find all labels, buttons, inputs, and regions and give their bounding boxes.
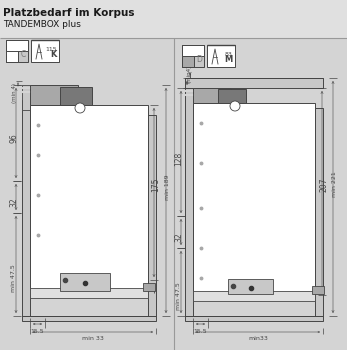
- Text: 83: 83: [225, 52, 233, 57]
- Bar: [6, 40, 28, 51]
- Text: min 47.5: min 47.5: [177, 282, 181, 310]
- Text: D: D: [196, 55, 202, 64]
- Bar: [182, 45, 204, 56]
- Bar: [193, 88, 231, 103]
- Bar: [182, 45, 194, 67]
- Bar: [193, 291, 315, 301]
- Bar: [312, 286, 324, 294]
- Bar: [185, 316, 323, 321]
- Circle shape: [230, 101, 240, 111]
- Circle shape: [75, 103, 85, 113]
- Bar: [22, 316, 156, 321]
- Text: 128: 128: [175, 152, 184, 166]
- Bar: [228, 279, 273, 294]
- Text: 15.5: 15.5: [194, 329, 207, 334]
- Bar: [60, 273, 110, 291]
- Text: 175: 175: [152, 178, 161, 193]
- Text: min 47.5: min 47.5: [11, 265, 17, 292]
- Bar: [143, 283, 155, 291]
- Text: TANDEMBOX plus: TANDEMBOX plus: [3, 20, 81, 29]
- Bar: [148, 115, 156, 316]
- Text: M: M: [225, 55, 233, 64]
- Text: 207: 207: [320, 177, 329, 191]
- Text: 32: 32: [175, 232, 184, 241]
- Bar: [185, 88, 193, 316]
- Bar: [6, 40, 28, 62]
- Text: 115: 115: [45, 47, 57, 52]
- Text: 15.5: 15.5: [31, 329, 44, 334]
- Text: min 33: min 33: [82, 336, 104, 341]
- Text: min33: min33: [248, 336, 268, 341]
- Text: Platzbedarf im Korpus: Platzbedarf im Korpus: [3, 8, 135, 18]
- Bar: [315, 108, 323, 316]
- Text: (min4): (min4): [186, 65, 192, 83]
- Bar: [22, 100, 30, 316]
- Text: 32: 32: [9, 197, 18, 206]
- Text: K: K: [51, 50, 57, 59]
- Bar: [207, 45, 235, 67]
- Text: 96: 96: [9, 133, 18, 143]
- Bar: [6, 40, 18, 62]
- Bar: [30, 105, 148, 291]
- Bar: [30, 85, 78, 105]
- Bar: [60, 87, 92, 105]
- Text: min 221: min 221: [332, 171, 338, 197]
- Bar: [182, 45, 204, 67]
- Bar: [218, 89, 246, 103]
- Bar: [31, 40, 59, 62]
- Bar: [22, 85, 30, 110]
- Bar: [30, 288, 148, 298]
- Bar: [185, 78, 323, 88]
- Bar: [0, 0, 347, 38]
- Text: C: C: [21, 50, 26, 59]
- Bar: [193, 103, 315, 294]
- Text: (min 4): (min 4): [12, 83, 17, 103]
- Text: min 189: min 189: [166, 175, 170, 201]
